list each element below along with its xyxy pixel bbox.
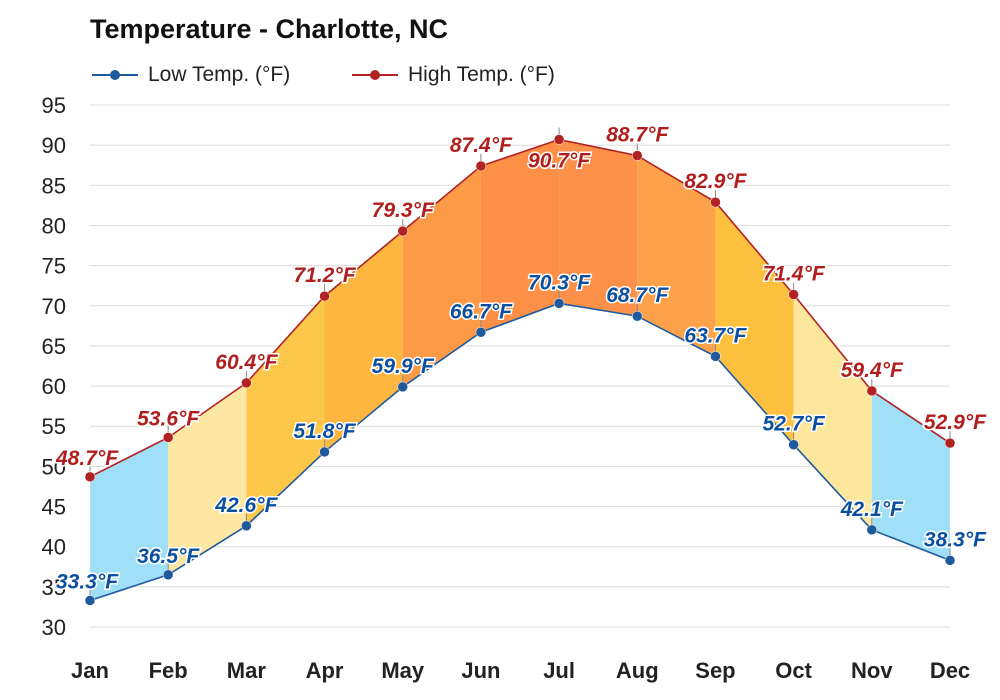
high-point-may[interactable]	[397, 225, 408, 237]
x-tick-label-may: May	[381, 658, 425, 683]
low-point-oct[interactable]	[788, 439, 799, 450]
legend-high-marker-icon	[352, 70, 398, 80]
high-data-label-feb: 53.6°F	[137, 407, 200, 430]
low-data-label-may: 59.9°F	[372, 355, 435, 378]
high-data-label-sep: 82.9°F	[684, 170, 747, 193]
low-data-label-oct: 52.7°F	[763, 413, 826, 436]
x-tick-label-sep: Sep	[695, 658, 735, 683]
y-tick-label-60: 60	[42, 374, 66, 399]
x-tick-label-feb: Feb	[149, 658, 188, 683]
high-point-jun[interactable]	[475, 160, 487, 172]
y-tick-label-30: 30	[42, 615, 66, 640]
x-tick-label-apr: Apr	[306, 658, 344, 683]
legend-item-low[interactable]: Low Temp. (°F)	[90, 60, 290, 90]
high-point-aug[interactable]	[632, 150, 643, 161]
low-data-label-sep: 63.7°F	[684, 324, 747, 347]
low-point-aug[interactable]	[632, 310, 643, 322]
x-tick-label-oct: Oct	[775, 658, 812, 683]
high-point-oct[interactable]	[788, 289, 799, 300]
x-tick-label-jun: Jun	[461, 658, 500, 683]
x-tick-label-nov: Nov	[851, 658, 893, 683]
high-data-label-jun: 87.4°F	[450, 134, 513, 157]
high-point-nov[interactable]	[866, 385, 878, 397]
range-band-sep	[715, 202, 794, 445]
range-band-mar	[246, 296, 325, 526]
high-point-dec[interactable]	[944, 437, 956, 449]
high-data-label-dec: 52.9°F	[924, 411, 987, 434]
y-tick-label-50: 50	[42, 454, 66, 479]
high-data-label-oct: 71.4°F	[763, 263, 826, 286]
low-point-jul[interactable]	[553, 298, 565, 309]
x-tick-label-jan: Jan	[71, 658, 109, 683]
y-tick-label-90: 90	[42, 133, 66, 158]
range-band-feb	[168, 382, 247, 575]
legend-low-marker-icon	[92, 70, 138, 80]
high-data-label-may: 79.3°F	[372, 199, 435, 222]
y-tick-label-65: 65	[42, 334, 66, 359]
low-point-nov[interactable]	[866, 524, 878, 536]
legend-item-high[interactable]: High Temp. (°F)	[350, 60, 555, 90]
high-data-label-jan: 48.7°F	[55, 447, 119, 470]
high-point-feb[interactable]	[162, 432, 174, 443]
range-band-jul	[559, 139, 638, 317]
low-data-label-jun: 66.7°F	[450, 300, 513, 323]
low-point-apr[interactable]	[319, 446, 330, 458]
low-data-label-dec: 38.3°F	[924, 528, 987, 551]
y-tick-label-75: 75	[42, 254, 66, 279]
y-tick-label-55: 55	[42, 414, 66, 439]
chart-title: Temperature - Charlotte, NC	[90, 14, 449, 44]
y-tick-label-70: 70	[42, 294, 66, 319]
range-band-apr	[324, 231, 403, 452]
high-data-label-aug: 88.7°F	[606, 124, 669, 147]
range-band-aug	[637, 155, 716, 357]
y-tick-label-95: 95	[42, 93, 66, 118]
high-point-sep[interactable]	[710, 196, 721, 208]
range-band-may	[402, 166, 481, 387]
legend-high-label: High Temp. (°F)	[408, 63, 555, 86]
low-data-label-jan: 33.3°F	[56, 570, 119, 593]
high-data-label-mar: 60.4°F	[215, 351, 278, 374]
low-data-label-aug: 68.7°F	[606, 284, 669, 307]
y-tick-label-80: 80	[42, 213, 66, 238]
low-point-dec[interactable]	[944, 555, 956, 566]
y-tick-label-85: 85	[42, 173, 66, 198]
y-tick-label-35: 35	[42, 575, 66, 600]
high-temp-line	[89, 138, 951, 478]
high-point-jul[interactable]	[553, 134, 565, 145]
low-point-jan[interactable]	[84, 595, 96, 606]
y-tick-label-45: 45	[42, 495, 66, 520]
range-band-jun	[480, 139, 560, 333]
high-data-label-apr: 71.2°F	[293, 264, 356, 287]
x-tick-label-aug: Aug	[616, 658, 659, 683]
low-data-label-apr: 51.8°F	[293, 420, 356, 443]
low-point-jun[interactable]	[475, 327, 487, 338]
low-data-label-feb: 36.5°F	[137, 545, 200, 568]
legend-low-label: Low Temp. (°F)	[148, 63, 291, 86]
high-point-mar[interactable]	[241, 377, 252, 389]
x-tick-label-mar: Mar	[227, 658, 267, 683]
range-band-oct	[793, 294, 872, 530]
x-tick-label-jul: Jul	[543, 658, 575, 683]
low-data-label-jul: 70.3°F	[528, 271, 591, 294]
low-point-sep[interactable]	[710, 351, 721, 362]
low-data-label-nov: 42.1°F	[840, 498, 904, 521]
low-point-may[interactable]	[397, 381, 408, 393]
low-point-mar[interactable]	[241, 520, 252, 532]
y-tick-label-40: 40	[42, 535, 66, 560]
high-data-label-jul: 90.7°F	[528, 150, 591, 173]
range-band-jan	[90, 437, 169, 601]
x-tick-label-dec: Dec	[930, 658, 970, 683]
high-data-label-nov: 59.4°F	[841, 359, 904, 382]
low-point-feb[interactable]	[162, 569, 174, 581]
low-data-label-mar: 42.6°F	[214, 494, 278, 517]
high-point-apr[interactable]	[319, 290, 330, 302]
high-point-jan[interactable]	[84, 471, 96, 483]
range-band-nov	[871, 390, 950, 561]
low-temp-line	[89, 302, 951, 602]
